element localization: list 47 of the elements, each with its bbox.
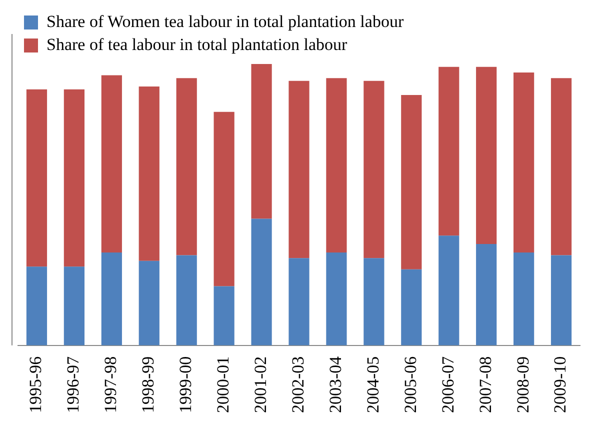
x-tick-label: 1995-96 <box>26 356 46 414</box>
bar <box>401 269 422 346</box>
bar <box>513 72 534 252</box>
bar <box>513 252 534 346</box>
x-tick-label: 2007-08 <box>476 356 495 414</box>
x-tick-label: 2009-10 <box>550 356 570 414</box>
x-tick-label: 2000-01 <box>214 356 233 414</box>
x-tick-label: 2002-03 <box>288 356 308 414</box>
bar <box>138 260 160 346</box>
bar <box>251 218 272 346</box>
bar <box>438 236 460 346</box>
x-tick-label: 1999-00 <box>176 356 196 414</box>
bar <box>476 66 497 244</box>
bar <box>26 89 48 267</box>
bar <box>251 64 272 219</box>
x-tick-label: 2005-06 <box>400 356 420 414</box>
bar <box>214 112 234 286</box>
x-tick-label: 1996-97 <box>64 356 83 414</box>
x-tick-label: 1997-98 <box>101 356 120 414</box>
x-tick-label: 2001-02 <box>251 356 270 414</box>
bar <box>364 258 384 346</box>
bar <box>288 80 310 258</box>
x-tick-label: 2003-04 <box>326 356 345 414</box>
bar <box>138 86 160 261</box>
bar <box>550 78 572 256</box>
bar <box>550 255 572 346</box>
x-tick-label: 1998-99 <box>138 356 158 414</box>
bar <box>101 252 122 346</box>
bar <box>176 78 197 256</box>
bar <box>326 78 347 252</box>
x-tick-label: 2008-09 <box>513 356 532 414</box>
bar <box>326 252 347 346</box>
bar <box>64 266 85 346</box>
legend-label: Share of tea labour in total plantation labour <box>46 34 348 54</box>
bar <box>364 80 384 258</box>
bar <box>288 258 310 346</box>
x-tick-label: 2004-05 <box>363 356 382 414</box>
bar <box>214 286 234 346</box>
x-tick-label: 2006-07 <box>438 356 458 414</box>
bar <box>26 266 48 346</box>
bar <box>401 94 422 270</box>
bar <box>476 244 497 346</box>
bar <box>176 255 197 346</box>
bar <box>64 89 85 267</box>
legend-label: Share of Women tea labour in total plantation labour <box>46 12 404 31</box>
bar <box>101 75 122 252</box>
bar <box>438 66 460 236</box>
